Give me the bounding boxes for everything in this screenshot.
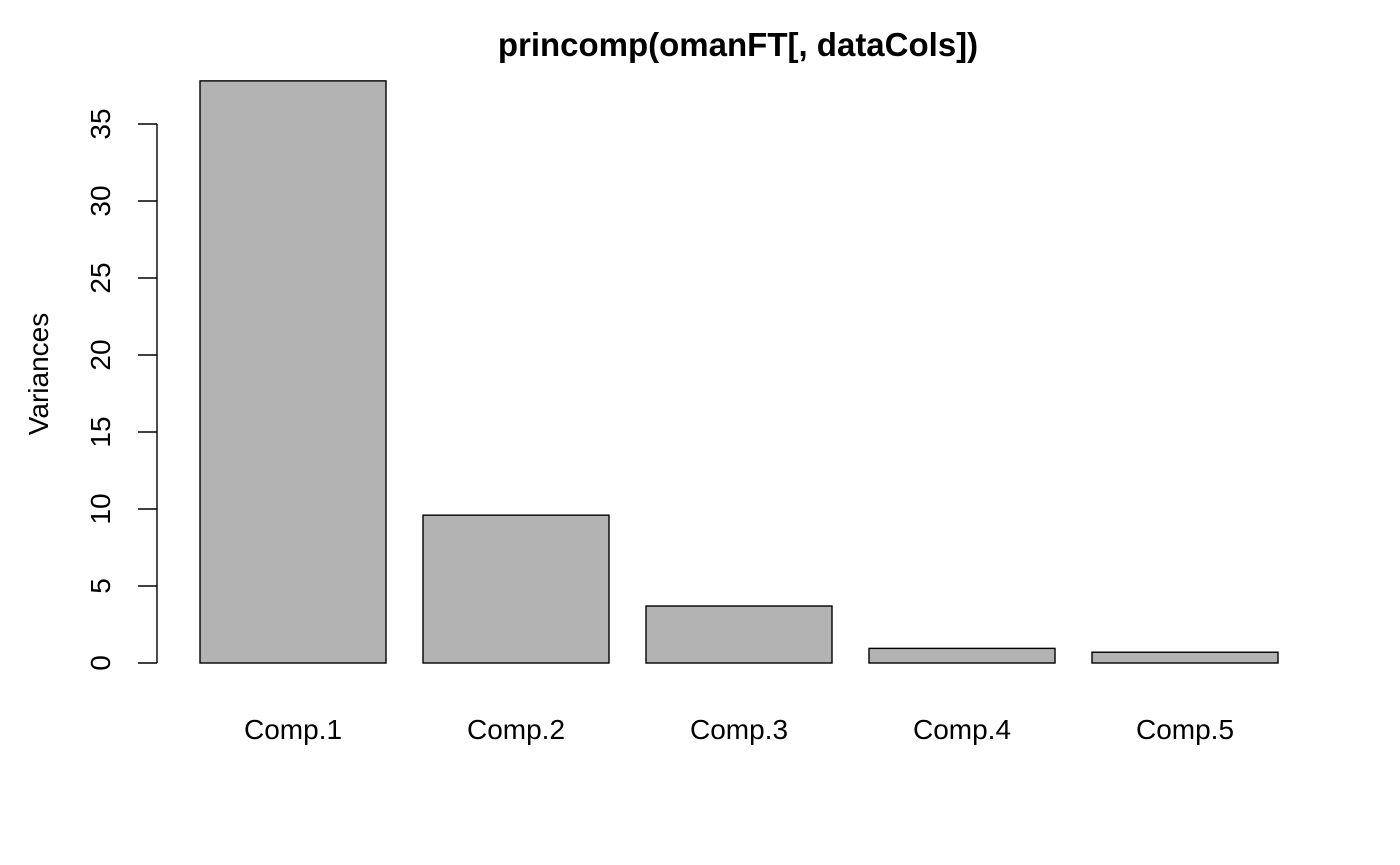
category-label: Comp.1 xyxy=(244,714,342,745)
bar-comp-5 xyxy=(1091,651,1279,664)
y-axis-ticks: 0 5 10 15 20 25 30 35 xyxy=(85,108,157,671)
y-tick-label: 35 xyxy=(85,108,116,139)
bar-comp-1 xyxy=(199,80,387,664)
chart-title: princomp(omanFT[, dataCols]) xyxy=(498,26,978,63)
y-axis-label: Variances xyxy=(23,313,54,435)
bar-comp-3 xyxy=(645,605,833,664)
y-tick-label: 0 xyxy=(85,655,116,671)
y-tick-label: 20 xyxy=(85,339,116,370)
y-tick-label: 10 xyxy=(85,493,116,524)
y-tick-label: 15 xyxy=(85,416,116,447)
bar-comp-4 xyxy=(868,647,1056,664)
category-label: Comp.5 xyxy=(1136,714,1234,745)
category-label: Comp.2 xyxy=(467,714,565,745)
y-tick-label: 30 xyxy=(85,185,116,216)
bars xyxy=(199,80,1279,664)
y-tick-label: 5 xyxy=(85,578,116,594)
category-label: Comp.3 xyxy=(690,714,788,745)
bar-comp-2 xyxy=(422,514,610,664)
category-labels: Comp.1 Comp.2 Comp.3 Comp.4 Comp.5 xyxy=(244,714,1234,745)
category-label: Comp.4 xyxy=(913,714,1011,745)
y-tick-label: 25 xyxy=(85,262,116,293)
